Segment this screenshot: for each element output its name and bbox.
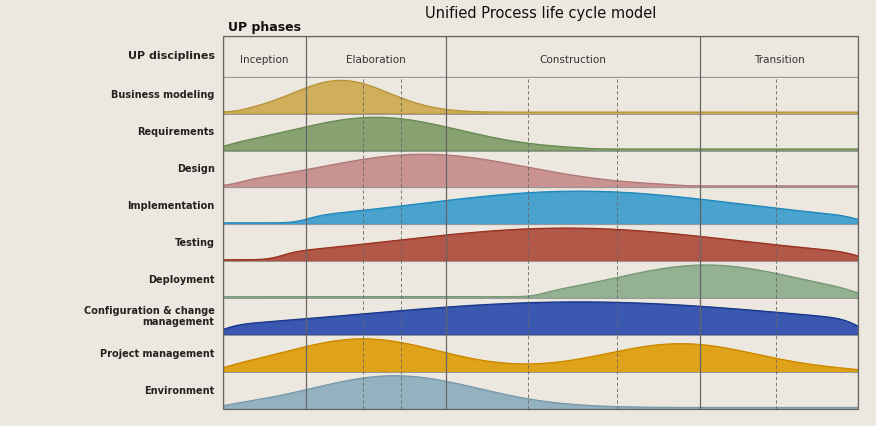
Text: UP phases: UP phases: [228, 21, 300, 34]
Text: Project management: Project management: [100, 348, 215, 359]
Text: Business modeling: Business modeling: [111, 90, 215, 100]
Text: Testing: Testing: [174, 238, 215, 248]
Text: Elaboration: Elaboration: [346, 55, 406, 65]
Text: Construction: Construction: [540, 55, 606, 65]
Text: Deployment: Deployment: [148, 275, 215, 285]
Text: UP disciplines: UP disciplines: [128, 52, 215, 61]
Text: Implementation: Implementation: [127, 201, 215, 211]
Text: Environment: Environment: [145, 386, 215, 395]
Text: Requirements: Requirements: [138, 127, 215, 137]
Text: Transition: Transition: [753, 55, 804, 65]
Text: Configuration & change
management: Configuration & change management: [84, 306, 215, 328]
Text: Inception: Inception: [240, 55, 289, 65]
Text: Unified Process life cycle model: Unified Process life cycle model: [425, 6, 657, 21]
Text: Design: Design: [177, 164, 215, 174]
